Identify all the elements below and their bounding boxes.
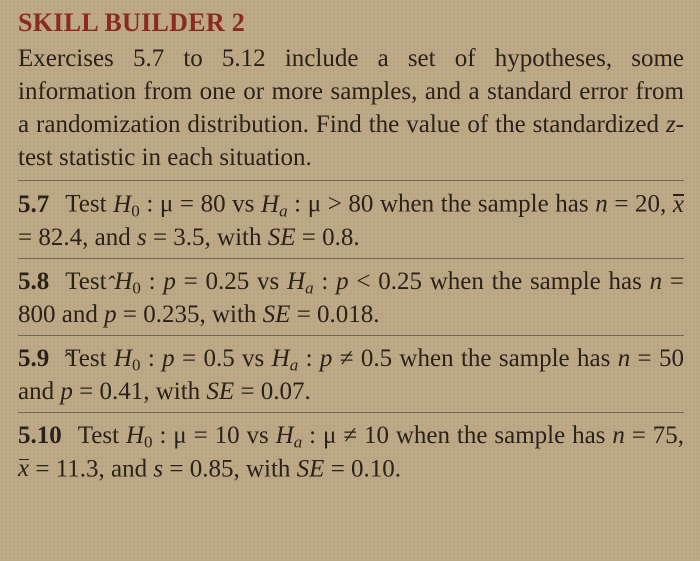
exercise-number: 5.10 — [18, 422, 62, 449]
Ha: H — [272, 345, 290, 372]
n: n — [618, 345, 631, 372]
Ha: H — [276, 422, 294, 449]
t: = 0.07. — [234, 378, 311, 405]
t: = 11.3, and — [29, 455, 153, 482]
p-hat: p — [60, 375, 73, 408]
H0-sub: 0 — [131, 201, 140, 220]
t: Test — [78, 422, 126, 449]
t: = 0.018. — [290, 301, 379, 328]
t: = 75, — [625, 422, 684, 449]
t: = 0.235, with — [117, 301, 263, 328]
t: : — [141, 268, 163, 295]
s: s — [153, 455, 163, 482]
intro-z: z — [666, 111, 676, 138]
t: ≠ 0.5 when the sam­ple has — [332, 345, 617, 372]
Ha-sub: a — [279, 201, 288, 220]
SE: SE — [268, 224, 296, 251]
intro-paragraph: Exercises 5.7 to 5.12 include a set of h… — [18, 42, 684, 174]
t: = 0.25 vs — [176, 268, 287, 295]
t: : μ = 10 vs — [153, 422, 276, 449]
p: p — [162, 345, 175, 372]
t: : — [140, 345, 162, 372]
p: p — [320, 345, 333, 372]
Ha: H — [261, 191, 279, 218]
t: Test — [65, 191, 113, 218]
x-bar: x — [18, 452, 29, 486]
t: = 0.8. — [296, 224, 360, 251]
t: = 82.4, and — [18, 224, 137, 251]
exercise-5-10: 5.10Test H0 : μ = 10 vs Ha : μ ≠ 10 when… — [18, 412, 684, 486]
SE: SE — [206, 378, 234, 405]
t: : μ = 80 vs — [140, 191, 261, 218]
SE: SE — [263, 301, 291, 328]
Ha-sub: a — [294, 432, 303, 451]
exercise-5-9: 5.9Test H0 : p = 0.5 vs Ha : p ≠ 0.5 whe… — [18, 335, 684, 408]
Ha-sub: a — [305, 278, 314, 297]
H0: H — [114, 345, 132, 372]
t: : μ > 80 when the sample has — [288, 191, 596, 218]
p: p — [163, 268, 176, 295]
Ha: H — [287, 268, 305, 295]
H0-sub: 0 — [132, 278, 141, 297]
t: Test — [65, 345, 114, 372]
SE: SE — [297, 455, 325, 482]
t: : — [314, 268, 336, 295]
s: s — [137, 224, 147, 251]
t: = 0.5 vs — [175, 345, 272, 372]
n: n — [650, 268, 663, 295]
exercise-number: 5.7 — [18, 191, 49, 218]
H0-sub: 0 — [144, 432, 153, 451]
exercise-5-8: 5.8Test H0 : p = 0.25 vs Ha : p < 0.25 w… — [18, 258, 684, 331]
exercise-number: 5.8 — [18, 268, 49, 295]
t: : μ ≠ 10 when the sample has — [302, 422, 612, 449]
x-bar: x — [673, 187, 684, 221]
t: < 0.25 when the sample has — [349, 268, 650, 295]
intro-text-1: Exercises 5.7 to 5.12 include a set of h… — [18, 45, 684, 138]
H0: H — [126, 422, 144, 449]
t: = 0.10. — [324, 455, 401, 482]
t: = 3.5, with — [147, 224, 268, 251]
t: = 0.85, with — [163, 455, 297, 482]
p-hat: p — [104, 298, 117, 331]
Ha-sub: a — [290, 355, 299, 374]
exercise-5-7: 5.7Test H0 : μ = 80 vs Ha : μ > 80 when … — [18, 180, 684, 254]
H0: H — [113, 191, 131, 218]
p: p — [336, 268, 349, 295]
n: n — [595, 191, 608, 218]
H0: H — [114, 268, 132, 295]
t: = 0.41, with — [73, 378, 207, 405]
t: = 20, — [608, 191, 673, 218]
t: : — [298, 345, 320, 372]
n: n — [612, 422, 625, 449]
exercise-number: 5.9 — [18, 345, 49, 372]
section-heading: SKILL BUILDER 2 — [18, 8, 684, 38]
